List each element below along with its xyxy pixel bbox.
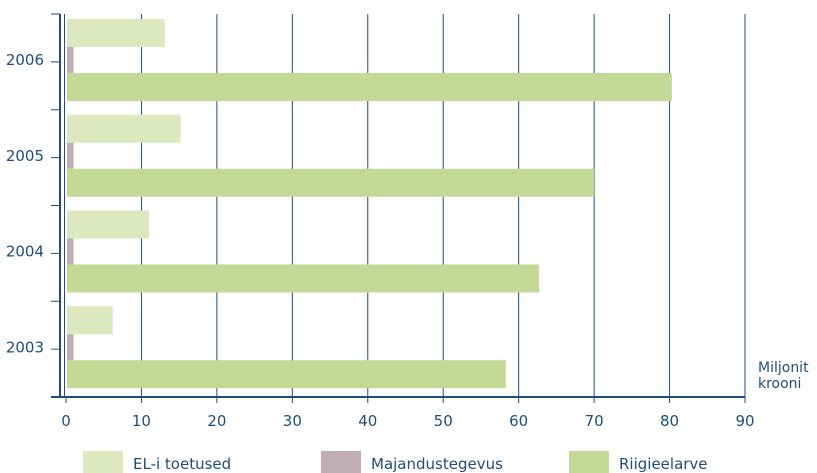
- bar-majandustegevus-2005: [67, 142, 74, 169]
- bar-riigieelarve-2005: [67, 168, 595, 197]
- category-label: 2003: [6, 338, 44, 356]
- x-tick-label: 60: [509, 412, 528, 430]
- bar-majandustegevus-2006: [67, 47, 74, 73]
- x-tick-label: 70: [585, 412, 604, 430]
- legend-label: EL-i toetused: [133, 455, 231, 473]
- bar-riigieelarve-2004: [67, 264, 540, 293]
- bar-riigieelarve-2003: [67, 360, 506, 389]
- unit-label: krooni: [758, 376, 801, 392]
- bar-el-i-toetused-2003: [67, 306, 113, 335]
- legend-swatch-majandustegevus: [321, 451, 361, 473]
- category-label: 2004: [6, 243, 44, 261]
- bar-el-i-toetused-2004: [67, 210, 149, 239]
- x-tick-label: 50: [434, 412, 453, 430]
- unit-label: Miljonit: [758, 360, 809, 376]
- x-tick-label: 30: [283, 412, 302, 430]
- x-tick-label: 90: [735, 412, 754, 430]
- bar-el-i-toetused-2005: [67, 114, 181, 143]
- x-tick-label: 0: [61, 412, 71, 430]
- x-tick-label: 40: [358, 412, 377, 430]
- bar-majandustegevus-2003: [67, 334, 74, 361]
- bar-majandustegevus-2004: [67, 238, 74, 265]
- legend-swatch-el-i-toetused: [83, 451, 123, 473]
- x-tick-label: 20: [207, 412, 226, 430]
- legend-swatch-riigieelarve: [569, 451, 609, 473]
- category-label: 2006: [6, 51, 44, 69]
- bar-el-i-toetused-2006: [67, 19, 165, 47]
- legend-label: Riigieelarve: [619, 455, 708, 473]
- category-label: 2005: [6, 147, 44, 165]
- x-tick-label: 10: [132, 412, 151, 430]
- legend-label: Majandustegevus: [371, 455, 503, 473]
- x-tick-label: 80: [660, 412, 679, 430]
- bar-riigieelarve-2006: [67, 73, 672, 101]
